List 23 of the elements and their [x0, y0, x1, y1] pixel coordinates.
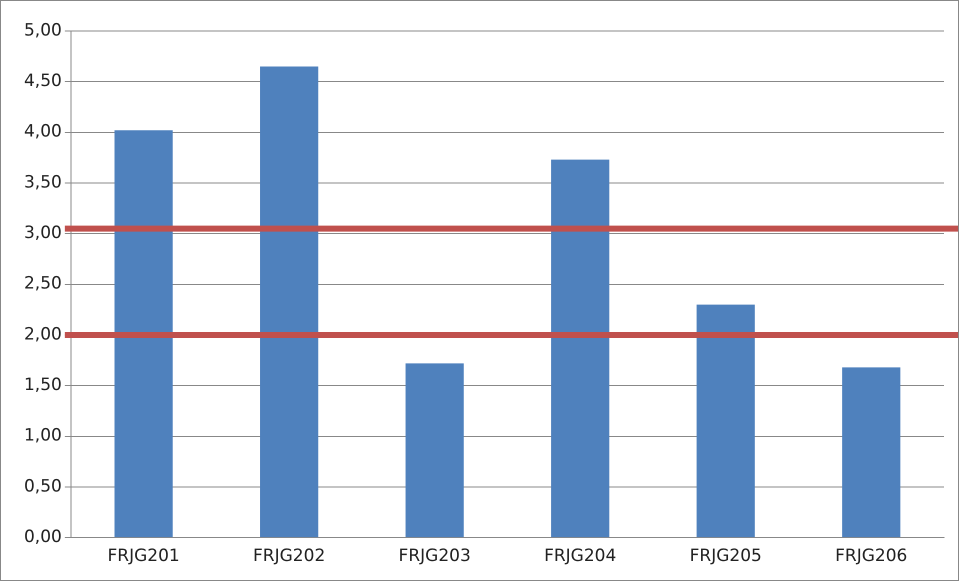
- y-tick-label: 3,00: [24, 223, 62, 244]
- bar: [114, 130, 173, 538]
- y-tick-label: 4,00: [24, 122, 62, 142]
- bar: [406, 363, 464, 538]
- y-tick-label: 3,50: [24, 172, 62, 192]
- y-tick-label: 0,00: [24, 527, 62, 548]
- y-tick-label: 4,50: [24, 71, 62, 92]
- y-tick-label: 1,00: [24, 426, 62, 446]
- x-tick-label: FRJG202: [253, 546, 326, 566]
- bar: [260, 66, 318, 538]
- y-tick-label: 2,00: [24, 324, 62, 344]
- y-tick-label: 5,00: [24, 20, 62, 40]
- x-tick-label: FRJG204: [544, 546, 616, 566]
- x-tick-label: FRJG206: [835, 546, 908, 566]
- y-tick-label: 1,50: [24, 375, 62, 396]
- bar: [551, 160, 610, 538]
- y-tick-label: 2,50: [24, 274, 62, 294]
- bar: [696, 304, 755, 538]
- y-tick-label: 0,50: [24, 476, 62, 496]
- x-tick-label: FRJG201: [107, 546, 180, 566]
- x-tick-label: FRJG203: [398, 546, 471, 566]
- bar: [842, 367, 900, 538]
- x-tick-label: FRJG205: [690, 546, 762, 566]
